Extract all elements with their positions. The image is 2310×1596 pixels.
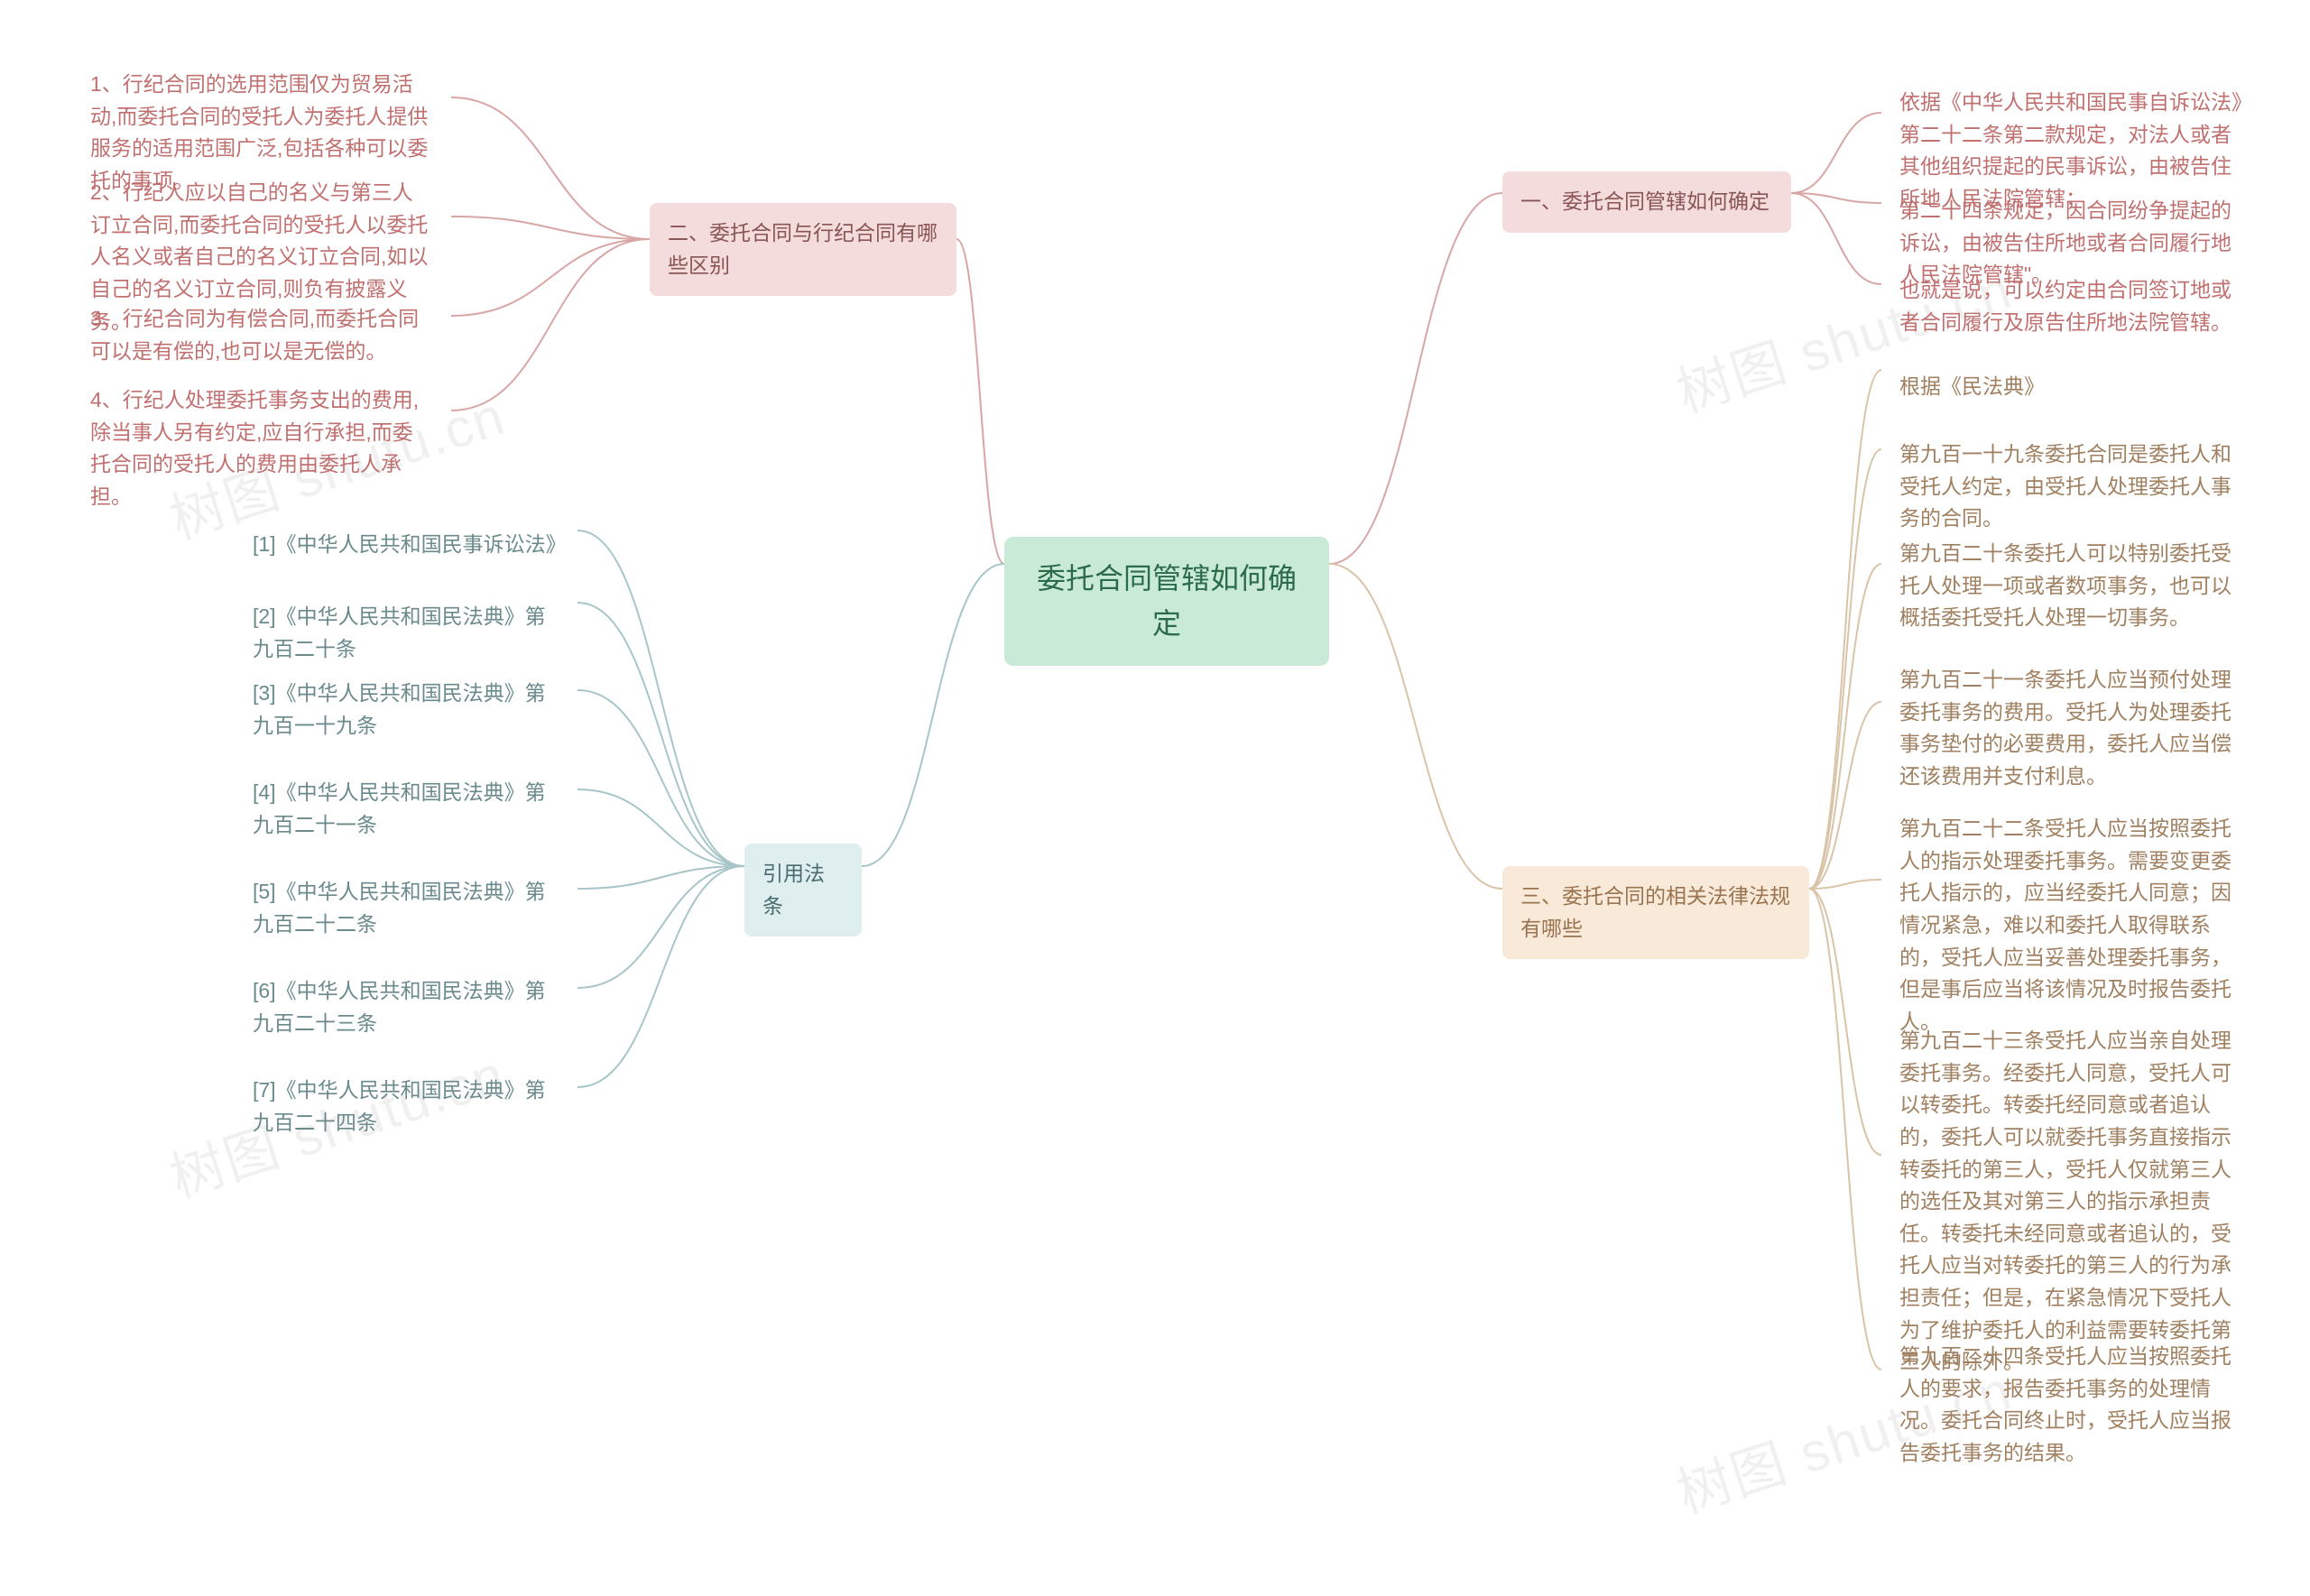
branch-3: 三、委托合同的相关法律法规有哪些: [1502, 866, 1809, 959]
branch-4: 引用法条: [744, 844, 862, 936]
branch-4-leaf: [3]《中华人民共和国民法典》第九百一十九条: [235, 663, 578, 756]
branch-2-leaf: 4、行纪人处理委托事务支出的费用,除当事人另有约定,应自行承担,而委托合同的受托…: [72, 370, 451, 528]
branch-4-leaf: [4]《中华人民共和国民法典》第九百二十一条: [235, 762, 578, 855]
branch-4-leaf: [6]《中华人民共和国民法典》第九百二十三条: [235, 961, 578, 1054]
branch-2-leaf: 3、行纪合同为有偿合同,而委托合同可以是有偿的,也可以是无偿的。: [72, 289, 451, 382]
branch-3-leaf: 第九百二十四条受托人应当按照委托人的要求，报告委托事务的处理情况。委托合同终止时…: [1881, 1326, 2260, 1484]
branch-4-leaf: [7]《中华人民共和国民法典》第九百二十四条: [235, 1060, 578, 1153]
root-node: 委托合同管辖如何确定: [1004, 537, 1329, 666]
branch-1: 一、委托合同管辖如何确定: [1502, 171, 1791, 233]
branch-2: 二、委托合同与行纪合同有哪些区别: [650, 203, 956, 296]
branch-1-leaf: 也就是说，可以约定由合同签订地或者合同履行及原告住所地法院管辖。: [1881, 260, 2260, 353]
branch-4-leaf: [5]《中华人民共和国民法典》第九百二十二条: [235, 862, 578, 955]
branch-3-leaf: 根据《民法典》: [1881, 356, 2260, 418]
branch-4-leaf: [1]《中华人民共和国民事诉讼法》: [235, 514, 578, 576]
branch-3-leaf: 第九百二十条委托人可以特别委托受托人处理一项或者数项事务，也可以概括委托受托人处…: [1881, 523, 2260, 649]
branch-3-leaf: 第九百二十一条委托人应当预付处理委托事务的费用。受托人为处理委托事务垫付的必要费…: [1881, 650, 2260, 807]
